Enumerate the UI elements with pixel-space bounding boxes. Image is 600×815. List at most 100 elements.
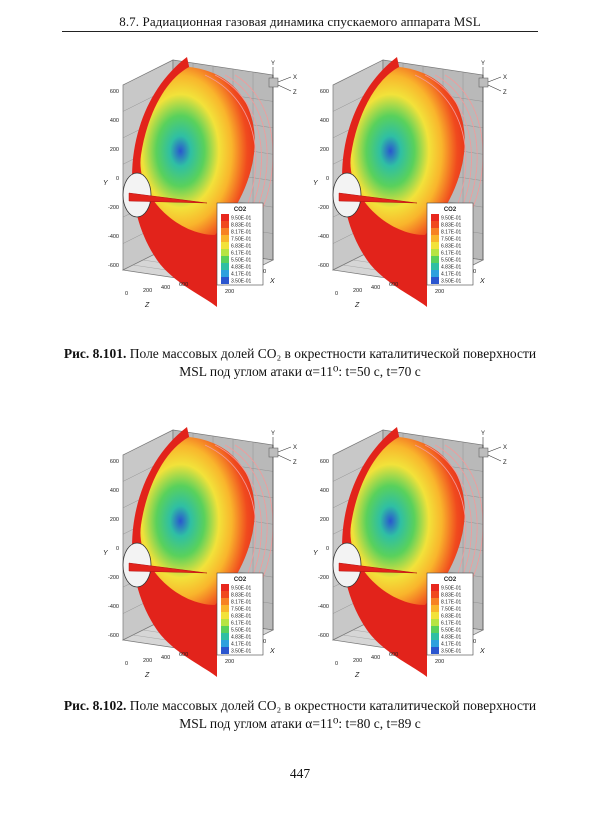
- legend-level-label: 5.50E-01: [231, 628, 252, 634]
- legend-level-label: 8.83E-01: [441, 223, 462, 229]
- plot-t89: 6004002000-200-400-600Y0200400600Z200400…: [305, 415, 515, 685]
- y-tick-label: -400: [318, 604, 329, 610]
- legend-title: CO2: [444, 207, 457, 213]
- plane-slice: [338, 192, 418, 204]
- z-tick-label: 0: [335, 661, 338, 667]
- legend: CO2 9.50E-018.83E-018.17E-017.50E-016.83E…: [216, 202, 264, 286]
- caption-line-2: MSL под углом атаки α=11⁰: t=50 с, t=70 …: [179, 364, 421, 379]
- y-tick-label: -600: [108, 633, 119, 639]
- y-tick-label: -200: [318, 205, 329, 211]
- y-tick-label: 400: [320, 488, 329, 494]
- caption-line-1: Поле массовых долей CO₂ в окрестности ка…: [129, 698, 537, 713]
- legend-swatch: [221, 235, 229, 242]
- legend: CO2 9.50E-018.83E-018.17E-017.50E-016.83E…: [216, 572, 264, 656]
- axis-label-y: Y: [103, 180, 109, 187]
- axis-label-z: Z: [144, 302, 150, 309]
- figure-8-102-plots: 600 400 200 0 -200 -400 -600 Y 0 200 400 600 Z 200 400…: [95, 415, 515, 685]
- z-tick-label: 200: [353, 288, 362, 294]
- triad-label-z: Z: [293, 90, 297, 96]
- legend-level-label: 6.83E-01: [441, 614, 462, 620]
- y-tick-label: -400: [108, 604, 119, 610]
- plane-slice: [338, 562, 418, 574]
- axis-label-x: X: [479, 278, 485, 285]
- legend-level-label: 4.17E-01: [441, 272, 462, 278]
- legend-level-label: 4.83E-01: [231, 635, 252, 641]
- legend-swatch: [221, 619, 229, 626]
- page-number: 447: [289, 766, 311, 781]
- z-tick-label: 600: [179, 652, 188, 658]
- axis-triad: X Z Y: [268, 61, 297, 96]
- legend-level-label: 4.83E-01: [231, 265, 252, 271]
- legend-swatch: [431, 249, 439, 256]
- legend-level-label: 4.83E-01: [441, 265, 462, 271]
- y-tick-label: 0: [116, 546, 119, 552]
- axis-label-z: Z: [354, 302, 360, 309]
- legend-swatch: [221, 242, 229, 249]
- legend-swatch: [431, 228, 439, 235]
- y-tick-label: -400: [318, 234, 329, 240]
- legend-level-label: 9.50E-01: [231, 216, 252, 222]
- figure-8-101-plots: 600 400 200 0 -200 -400 -600 Y 0 200 400 600 Z 200 400…: [95, 45, 515, 315]
- legend-swatch: [431, 591, 439, 598]
- z-tick-label: 0: [125, 291, 128, 297]
- triad-label-x: X: [503, 75, 507, 81]
- y-tick-label: 200: [110, 517, 119, 523]
- y-tick-label: -200: [108, 205, 119, 211]
- legend-swatch: [431, 214, 439, 221]
- legend-swatch: [221, 249, 229, 256]
- legend-level-label: 4.83E-01: [441, 635, 462, 641]
- y-tick-label: 0: [116, 176, 119, 182]
- triad-label-y: Y: [481, 431, 485, 437]
- legend-level-label: 7.50E-01: [441, 607, 462, 613]
- legend-level-label: 6.83E-01: [441, 244, 462, 250]
- figure-label: Рис. 8.102.: [63, 698, 127, 713]
- y-tick-label: 400: [320, 118, 329, 124]
- z-tick-label: 600: [179, 282, 188, 288]
- legend-swatch: [221, 612, 229, 619]
- legend-level-label: 3.50E-01: [441, 649, 462, 655]
- y-tick-label: -600: [318, 633, 329, 639]
- legend-swatch: [431, 598, 439, 605]
- triad-label-z: Z: [293, 460, 297, 466]
- legend-level-label: 6.83E-01: [231, 614, 252, 620]
- legend-level-label: 5.50E-01: [441, 628, 462, 634]
- axis-label-y: Y: [313, 550, 319, 557]
- legend-swatch: [431, 640, 439, 647]
- legend-title: CO2: [234, 207, 247, 213]
- legend-level-label: 8.83E-01: [231, 223, 252, 229]
- legend-level-label: 3.50E-01: [231, 279, 252, 285]
- z-tick-label: 0: [125, 661, 128, 667]
- y-tick-label: 0: [326, 546, 329, 552]
- caption-line-2: MSL под углом атаки α=11⁰: t=80 с, t=89 …: [179, 716, 421, 731]
- legend-level-label: 9.50E-01: [441, 586, 462, 592]
- triad-label-y: Y: [271, 431, 275, 437]
- triad-label-x: X: [293, 75, 297, 81]
- legend-swatch: [431, 235, 439, 242]
- z-tick-label: 600: [389, 282, 398, 288]
- legend-level-label: 6.17E-01: [441, 621, 462, 627]
- y-tick-label: 400: [110, 118, 119, 124]
- legend-swatch: [221, 598, 229, 605]
- legend-swatch: [431, 242, 439, 249]
- y-tick-label: 200: [320, 147, 329, 153]
- legend-swatch: [221, 263, 229, 270]
- plot-svg: 6004002000-200-400-600Y0200400600Z200400…: [313, 427, 507, 679]
- x-tick-label: 200: [435, 289, 444, 295]
- y-tick-label: 0: [326, 176, 329, 182]
- co2-field: [140, 67, 255, 235]
- legend-level-label: 7.50E-01: [231, 237, 252, 243]
- triad-cube-icon: [478, 447, 489, 458]
- legend-swatch: [431, 256, 439, 263]
- legend-swatch: [221, 214, 229, 221]
- axis-label-x: X: [269, 648, 275, 655]
- legend: CO2 9.50E-018.83E-018.17E-017.50E-016.83E…: [426, 202, 474, 286]
- legend-level-label: 5.50E-01: [441, 258, 462, 264]
- z-tick-label: 600: [389, 652, 398, 658]
- legend-level-label: 3.50E-01: [231, 649, 252, 655]
- legend: CO2 9.50E-018.83E-018.17E-017.50E-016.83E…: [426, 572, 474, 656]
- legend-level-label: 8.17E-01: [231, 230, 252, 236]
- figure-8-102-caption: Рис. 8.102. Поле массовых долей CO₂ в ок…: [62, 697, 538, 733]
- axis-label-y: Y: [313, 180, 319, 187]
- legend-swatch: [221, 221, 229, 228]
- triad-label-x: X: [503, 445, 507, 451]
